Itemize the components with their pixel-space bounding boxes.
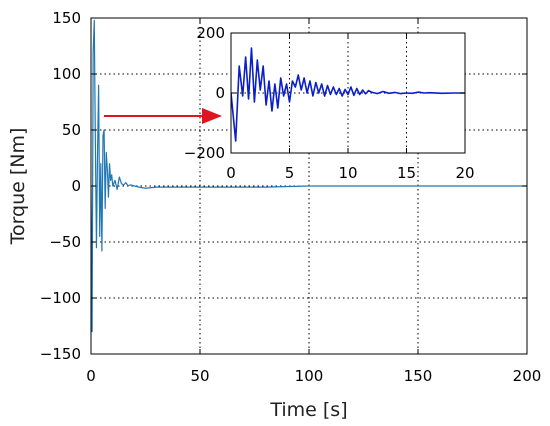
y-axis-title: Torque [Nm] <box>7 128 29 246</box>
inset-y-tick-label-1: 0 <box>215 84 225 102</box>
inset-y-tick-label-0: 200 <box>196 24 225 42</box>
main-y-tick-label-2: 50 <box>62 121 81 139</box>
x-axis-title: Time [s] <box>269 399 347 421</box>
inset-x-tick-label-4: 20 <box>455 164 474 182</box>
inset-x-tick-label-3: 15 <box>397 164 416 182</box>
inset-y-tick-label-2: −200 <box>184 144 225 162</box>
inset-x-tick-label-1: 5 <box>285 164 295 182</box>
main-x-tick-label-2: 100 <box>295 367 324 385</box>
main-x-tick-label-0: 0 <box>86 367 96 385</box>
main-x-tick-label-1: 50 <box>190 367 209 385</box>
inset-x-tick-label-2: 10 <box>338 164 357 182</box>
main-y-tick-label-4: −50 <box>49 233 81 251</box>
main-series-line-0 <box>91 19 527 333</box>
main-y-tick-label-6: −150 <box>40 345 81 363</box>
main-x-tick-label-4: 200 <box>513 367 542 385</box>
main-y-tick-label-5: −100 <box>40 289 81 307</box>
main-x-tick-label-3: 150 <box>404 367 433 385</box>
inset-x-tick-label-0: 0 <box>226 164 236 182</box>
main-y-tick-label-0: 150 <box>52 9 81 27</box>
main-y-tick-label-3: 0 <box>71 177 81 195</box>
inset-series-line-0 <box>231 47 465 142</box>
main-y-tick-label-1: 100 <box>52 65 81 83</box>
